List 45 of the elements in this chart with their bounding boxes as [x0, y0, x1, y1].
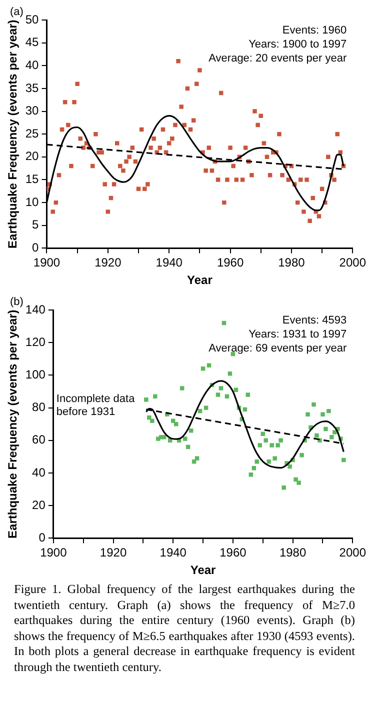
y-tick-label: 15 — [25, 172, 40, 186]
y-tick-label: 40 — [32, 465, 46, 480]
y-tick-label: 25 — [25, 126, 40, 140]
x-axis-title: Year — [187, 273, 213, 288]
y-tick-label: 20 — [32, 498, 46, 512]
x-tick-label: 1980 — [279, 546, 306, 560]
y-axis-title: Earthquake Frequency (events per year) — [6, 20, 20, 248]
chart-title: (b) — [10, 296, 24, 308]
y-tick-label: 10 — [25, 194, 40, 209]
y-tick-label: 40 — [25, 58, 40, 72]
x-tick-label: 1900 — [33, 256, 60, 270]
y-tick-label: 5 — [32, 218, 40, 232]
x-tick-label: 1940 — [156, 256, 183, 270]
x-tick-label: 1960 — [216, 256, 244, 270]
y-tick-label: 50 — [25, 12, 40, 26]
x-tick-label: 1980 — [278, 256, 306, 270]
y-axis-title: Earthquake Frequency (events per year) — [6, 310, 20, 538]
y-tick-label: 35 — [25, 80, 40, 95]
x-tick-label: 2000 — [339, 546, 366, 560]
y-tick-label: 0 — [38, 530, 46, 545]
x-tick-label: 1940 — [160, 546, 187, 560]
y-tick-label: 60 — [32, 432, 46, 447]
annotation: Years: 1931 to 1997 — [248, 328, 347, 341]
y-tick-label: 0 — [32, 240, 40, 255]
y-tick-label: 20 — [25, 149, 40, 164]
x-tick-label: 1960 — [220, 546, 247, 560]
annotation: Years: 1900 to 1997 — [248, 38, 347, 51]
caption: Figure 1. Global frequency of the largest earthquakes during the twentieth century. Graph (a) shows the frequency of M≥7.0 earthquakes during the entire century (1960 events). Graph (b) shows the frequency of M≥6.5 earthquakes after 1930 (4593 events). In both plots a general decrease in earthquake frequency is evident through the twentieth century. — [13, 581, 356, 675]
annotation: Events: 4593 — [282, 314, 347, 327]
x-tick-label: 1920 — [100, 546, 127, 560]
y-tick-label: 120 — [25, 334, 46, 349]
annotation: Average: 69 events per year — [208, 342, 347, 355]
y-tick-label: 80 — [32, 400, 46, 414]
y-tick-label: 45 — [25, 35, 40, 50]
x-tick-label: 1920 — [94, 256, 122, 270]
annotation: Incomplete data before 1931 — [56, 392, 136, 418]
y-tick-label: 30 — [25, 104, 40, 118]
annotation: Average: 20 events per year — [208, 52, 347, 65]
x-axis-title: Year — [190, 563, 216, 578]
y-tick-label: 140 — [25, 302, 46, 316]
chart-title: (a) — [10, 6, 24, 18]
x-tick-label: 1900 — [40, 546, 68, 560]
y-tick-label: 100 — [25, 368, 46, 382]
annotation: Events: 1960 — [282, 24, 347, 37]
x-tick-label: 2000 — [339, 256, 366, 270]
